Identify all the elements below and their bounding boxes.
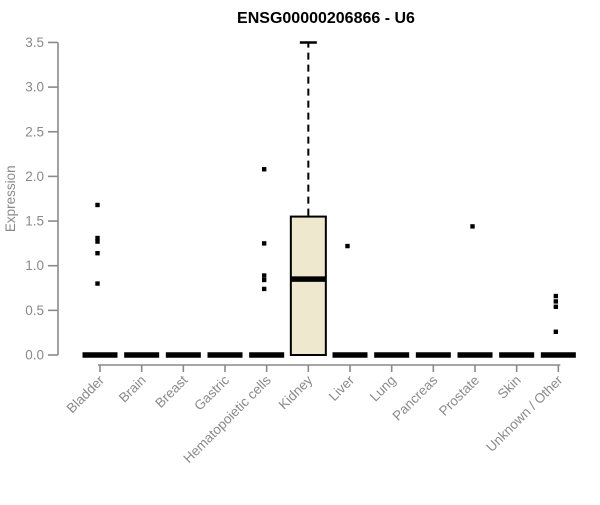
x-tick-label: Pancreas <box>390 372 441 423</box>
chart-title: ENSG00000206866 - U6 <box>237 10 415 27</box>
outlier-point <box>261 273 267 278</box>
x-tick-label: Unknown / Other <box>483 372 566 455</box>
y-tick-label: 3.5 <box>25 35 44 50</box>
y-tick-label: 2.5 <box>25 124 44 139</box>
y-tick-label: 3.0 <box>25 80 44 95</box>
median-line <box>332 352 368 358</box>
x-tick-label: Breast <box>152 372 190 410</box>
outlier-point <box>261 286 267 292</box>
median-line <box>124 352 160 358</box>
y-axis-title: Expression <box>3 165 18 232</box>
median-line <box>415 352 451 358</box>
y-tick-label: 2.0 <box>25 169 44 184</box>
x-tick-label: Lung <box>367 373 399 405</box>
outlier-point <box>470 224 475 229</box>
outlier-point <box>95 202 100 208</box>
box <box>289 215 327 356</box>
outlier-point <box>553 304 559 309</box>
outlier-point <box>345 243 350 249</box>
median-line <box>207 352 243 358</box>
median-line <box>82 352 118 358</box>
x-tick-label: Bladder <box>64 372 108 416</box>
x-tick-label: Gastric <box>191 372 232 413</box>
outlier-point <box>553 299 559 304</box>
median-line <box>499 352 535 358</box>
y-tick-label: 1.0 <box>25 258 44 273</box>
y-tick-label: 1.5 <box>25 214 44 229</box>
outlier-point <box>261 167 267 172</box>
x-tick-label: Prostate <box>436 373 482 419</box>
outlier-point <box>95 250 100 256</box>
outlier-point <box>261 277 267 283</box>
median-line <box>165 352 201 358</box>
outlier-point <box>553 293 559 299</box>
median-line <box>540 352 576 358</box>
x-tick-label: Kidney <box>276 372 316 412</box>
median-line <box>374 352 410 358</box>
outlier-point <box>95 281 100 286</box>
median-line <box>290 276 326 282</box>
y-tick-label: 0.5 <box>25 303 44 318</box>
outlier-point <box>95 235 100 241</box>
y-tick-label: 0.0 <box>25 348 44 363</box>
outlier-point <box>95 239 100 244</box>
outlier-point <box>553 329 559 334</box>
median-line <box>457 352 493 358</box>
outlier-point <box>261 241 267 246</box>
median-line <box>249 352 285 358</box>
x-tick-label: Liver <box>326 372 358 404</box>
x-tick-label: Skin <box>495 373 524 402</box>
x-tick-label: Brain <box>116 373 149 406</box>
